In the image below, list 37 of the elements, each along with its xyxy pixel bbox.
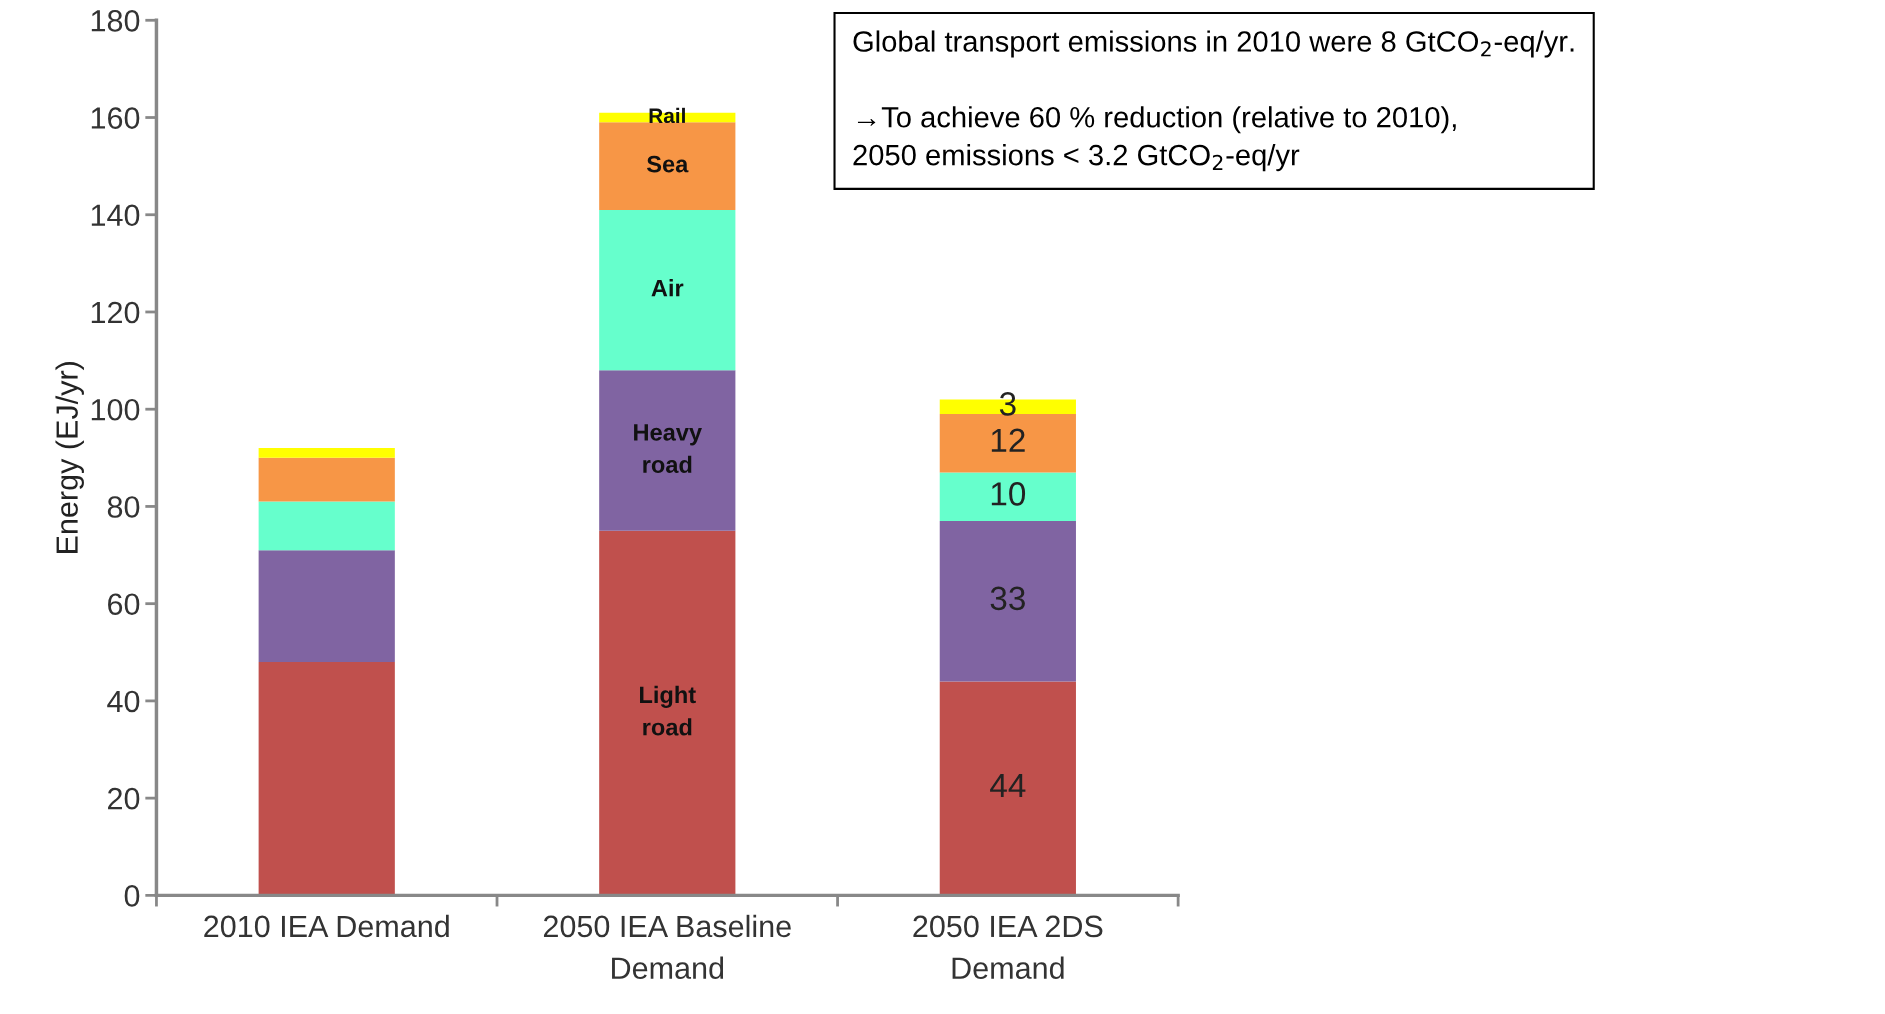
- data-label: 44: [990, 774, 1026, 798]
- y-tick-label: 160: [91, 107, 140, 129]
- bar: [599, 122, 736, 210]
- series-label: Air: [651, 279, 684, 297]
- y-axis-title: Energy (EJ/yr): [55, 362, 84, 553]
- series-label: Light road: [640, 685, 696, 736]
- y-tick-label: 180: [91, 10, 140, 32]
- y-tick-label: 80: [107, 496, 140, 518]
- y-tick-label: 20: [108, 787, 140, 810]
- data-label: 12: [991, 428, 1025, 452]
- bar: [258, 501, 395, 551]
- bar: [599, 530, 736, 896]
- y-tick-label: 120: [91, 301, 140, 324]
- x-tick-label: 2010 IEA Demand: [204, 914, 449, 938]
- data-label: 10: [991, 482, 1026, 506]
- bar: [258, 457, 395, 502]
- series-label: Sea: [646, 155, 689, 173]
- bar: [599, 370, 736, 531]
- bar: [939, 472, 1076, 522]
- annotation: Global transport emissions in 2010 were 8 GtCO$_{2}$-eq/yr.: [853, 30, 1574, 58]
- bar: [258, 448, 395, 458]
- x-tick-label: 2050 IEA 2DS Demand: [913, 915, 1103, 980]
- bar: [258, 550, 395, 663]
- series-label: Heavy road: [634, 424, 702, 473]
- bar: [939, 681, 1076, 896]
- x-tick-label: 2050 IEA Baseline Demand: [543, 914, 791, 980]
- bar: [599, 209, 736, 371]
- y-tick-label: 0: [124, 885, 140, 907]
- bar: [258, 662, 395, 896]
- data-label: 33: [990, 586, 1025, 611]
- y-tick-label: 60: [108, 593, 140, 616]
- y-tick-label: 100: [91, 398, 140, 421]
- y-tick-label: 40: [107, 690, 140, 713]
- y-tick-label: 140: [91, 204, 140, 227]
- bar: [939, 521, 1076, 682]
- bar: [939, 414, 1076, 473]
- annotation: →To achieve 60 % reduction (relative to 2010), 2050 emissions < 3.2 GtCO$_{2}$-eq/yr: [853, 106, 1456, 172]
